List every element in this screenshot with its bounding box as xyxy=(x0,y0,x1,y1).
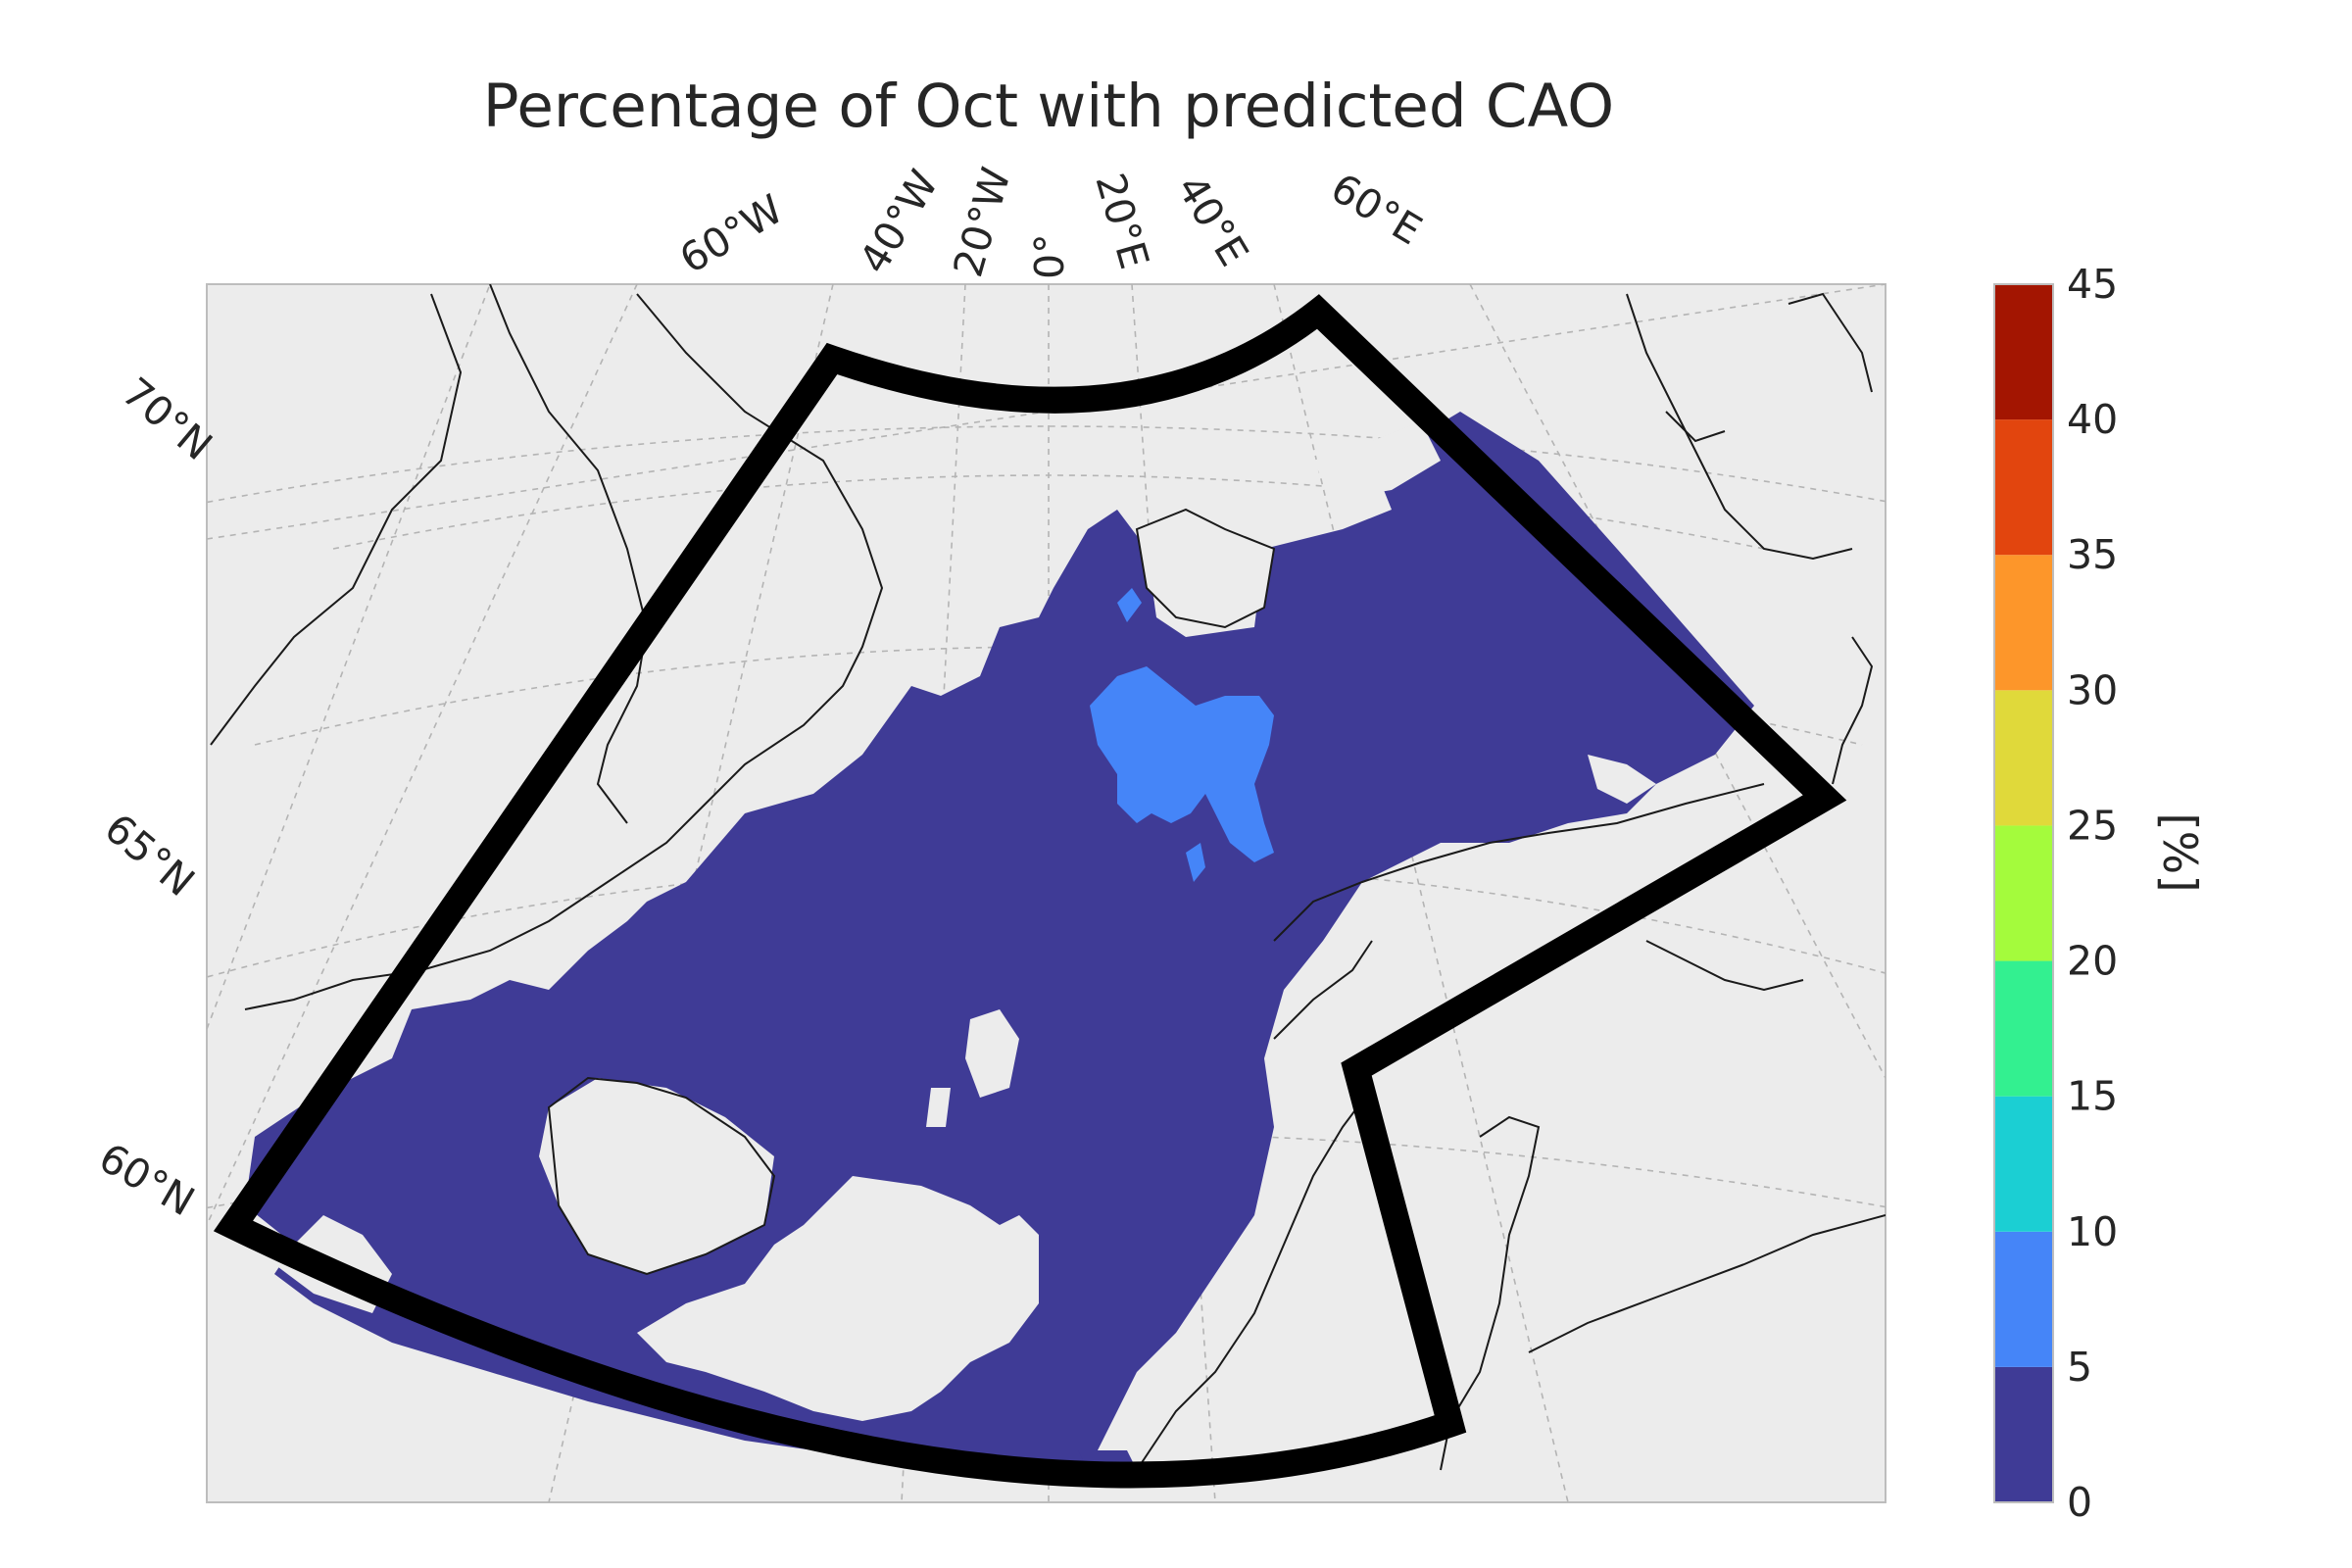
lon-label-20w: 20°W xyxy=(944,163,1019,282)
cao-field-5-10 xyxy=(1090,588,1274,882)
colorbar-bin-4 xyxy=(1994,825,2053,961)
latitude-labels: 70°N 65°N 60°N xyxy=(91,368,221,1225)
colorbar-tick-2: 10 xyxy=(2067,1208,2118,1255)
domain-outline xyxy=(213,294,1847,1489)
longitude-labels: 60°W 40°W 20°W 0° 20°E 40°E 60°E xyxy=(671,162,1430,282)
colorbar-frame xyxy=(1993,283,2054,1503)
colorbar-bin-6 xyxy=(1994,555,2053,691)
figure-title: Percentage of Oct with predicted CAO xyxy=(482,72,1615,141)
lon-label-60e: 60°E xyxy=(1323,164,1430,254)
lat-label-65n: 65°N xyxy=(96,805,204,906)
colorbar-tick-9: 45 xyxy=(2067,261,2118,308)
no-cao-areas xyxy=(274,421,1656,1421)
lon-label-40w: 40°W xyxy=(850,162,947,281)
colorbar-tick-8: 40 xyxy=(2067,396,2118,443)
colorbar-bin-7 xyxy=(1994,419,2053,556)
colorbar-tick-0: 0 xyxy=(2067,1479,2092,1526)
lon-label-40e: 40°E xyxy=(1167,167,1257,273)
colorbar-bin-3 xyxy=(1994,960,2053,1097)
colorbar-bin-1 xyxy=(1994,1231,2053,1367)
coastlines xyxy=(210,284,1886,1471)
lat-label-60n: 60°N xyxy=(91,1134,202,1225)
colorbar-tick-7: 35 xyxy=(2067,531,2118,578)
colorbar: 0 5 10 15 20 25 30 35 40 45 [%] xyxy=(1993,261,2206,1526)
colorbar-tick-1: 5 xyxy=(2067,1344,2092,1391)
map-panel[interactable] xyxy=(69,283,2029,1568)
colorbar-tick-3: 15 xyxy=(2067,1073,2118,1120)
lon-label-20e: 20°E xyxy=(1086,169,1157,274)
colorbar-bin-2 xyxy=(1994,1096,2053,1232)
colorbar-bins xyxy=(1994,284,2053,1502)
colorbar-label: [%] xyxy=(2152,812,2206,892)
lon-label-60w: 60°W xyxy=(671,185,791,282)
lon-label-0: 0° xyxy=(1026,233,1073,279)
colorbar-bin-5 xyxy=(1994,690,2053,826)
colorbar-tick-6: 30 xyxy=(2067,666,2118,713)
colorbar-bin-8 xyxy=(1994,284,2053,420)
lat-label-70n: 70°N xyxy=(114,368,221,469)
colorbar-tick-5: 25 xyxy=(2067,802,2118,849)
colorbar-ticks: 0 5 10 15 20 25 30 35 40 45 xyxy=(2067,261,2118,1526)
colorbar-bin-0 xyxy=(1994,1366,2053,1502)
colorbar-tick-4: 20 xyxy=(2067,938,2118,985)
